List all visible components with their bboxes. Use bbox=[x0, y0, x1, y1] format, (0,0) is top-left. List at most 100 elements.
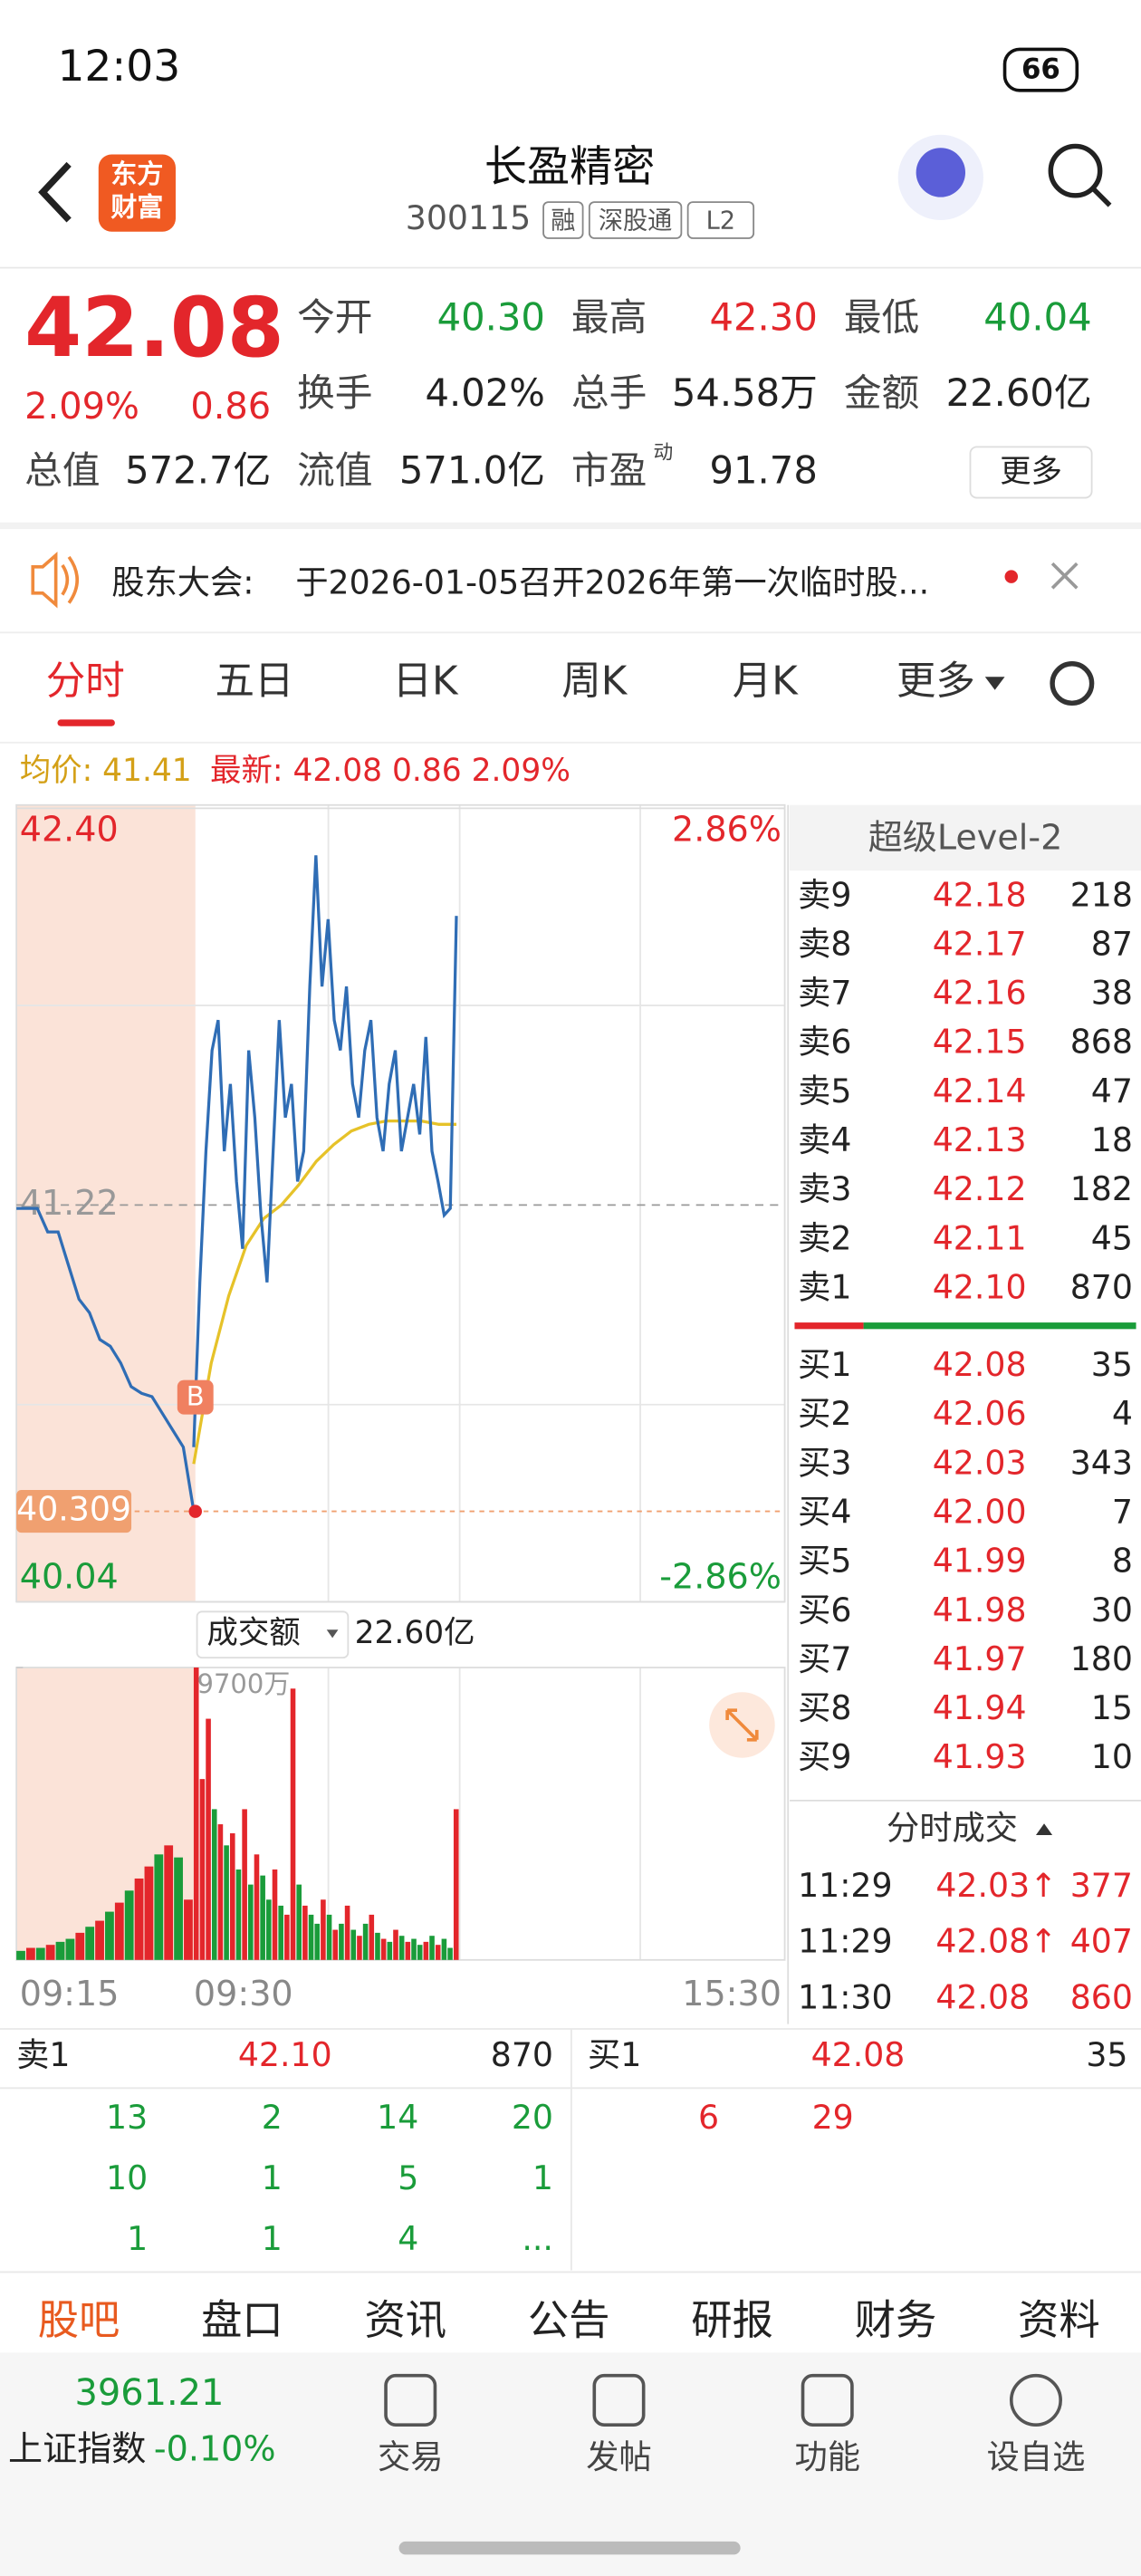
book-label: 买8 bbox=[798, 1688, 851, 1727]
book-price: 42.00 bbox=[933, 1492, 1027, 1531]
book-label: 买7 bbox=[798, 1639, 851, 1678]
back-button[interactable] bbox=[38, 161, 72, 223]
dropdown-arrow bbox=[326, 1629, 339, 1639]
book-label: 买9 bbox=[798, 1737, 851, 1776]
chart-tab[interactable]: 周K bbox=[561, 659, 628, 705]
book-price: 41.99 bbox=[933, 1542, 1027, 1581]
book-label: 买5 bbox=[798, 1542, 851, 1581]
settings-button[interactable] bbox=[1050, 661, 1095, 706]
sub-tab[interactable]: 资讯 bbox=[364, 2296, 446, 2344]
avg-price: 均价: 41.41 bbox=[20, 753, 192, 789]
buy-marker-box bbox=[177, 1379, 214, 1415]
close-button[interactable] bbox=[1050, 562, 1079, 590]
nav-icon[interactable] bbox=[1009, 2373, 1062, 2427]
unread-dot bbox=[1004, 570, 1019, 583]
index-value[interactable]: 3961.21 bbox=[75, 2372, 225, 2414]
book-price: 42.08 bbox=[933, 1345, 1027, 1384]
queue-bid-price: 42.08 bbox=[811, 2035, 906, 2074]
book-qty: 7 bbox=[1112, 1492, 1133, 1531]
y2-tick-label: -2.86% bbox=[659, 1557, 781, 1597]
queue-bid-label: 买1 bbox=[588, 2035, 641, 2074]
book-qty: 18 bbox=[1091, 1120, 1133, 1159]
chart-tab[interactable]: 更多 bbox=[896, 659, 975, 705]
volume-bar bbox=[217, 1824, 224, 1960]
volume-bar bbox=[235, 1869, 242, 1960]
notice-text[interactable]: 于2026-01-05召开2026年第一次临时股... bbox=[295, 563, 929, 602]
field-label: 总手 bbox=[571, 370, 647, 415]
y2-tick-label: 2.86% bbox=[672, 809, 781, 849]
queue-ask-price: 42.10 bbox=[238, 2035, 332, 2074]
sub-tab[interactable]: 股吧 bbox=[38, 2296, 120, 2344]
sub-tab[interactable]: 研报 bbox=[691, 2296, 773, 2344]
book-price: 42.10 bbox=[933, 1267, 1027, 1306]
nav-icon[interactable] bbox=[384, 2373, 437, 2427]
search-button[interactable] bbox=[1048, 143, 1103, 198]
queue-order: 1 bbox=[262, 2158, 283, 2197]
volume-bar bbox=[134, 1878, 144, 1960]
nav-label[interactable]: 功能 bbox=[794, 2437, 859, 2476]
x-tick-label: 09:15 bbox=[20, 1974, 120, 2014]
nav-label[interactable]: 设自选 bbox=[987, 2437, 1086, 2476]
volume-bar bbox=[272, 1869, 278, 1960]
book-qty: 343 bbox=[1070, 1443, 1133, 1482]
y-tick-label: 41.22 bbox=[20, 1183, 119, 1223]
book-price: 41.98 bbox=[933, 1591, 1027, 1629]
speaker-icon bbox=[31, 552, 80, 609]
volume-bar bbox=[174, 1857, 183, 1960]
nav-icon[interactable] bbox=[801, 2373, 854, 2427]
field-label: 总值 bbox=[24, 447, 100, 492]
sub-tab[interactable]: 资料 bbox=[1018, 2296, 1100, 2344]
low-label-box bbox=[16, 1489, 132, 1533]
nav-label[interactable]: 交易 bbox=[378, 2437, 443, 2476]
trade-qty: 860 bbox=[1070, 1977, 1133, 2016]
book-qty: 38 bbox=[1091, 974, 1133, 1013]
volume-bar bbox=[411, 1938, 417, 1960]
book-qty: 8 bbox=[1112, 1542, 1133, 1581]
field-label: 今开 bbox=[297, 295, 372, 340]
volume-bar bbox=[435, 1945, 441, 1960]
volume-bar bbox=[290, 1688, 296, 1960]
battery-icon bbox=[1002, 47, 1079, 92]
logo-text: 财富 bbox=[110, 191, 163, 222]
bottom-bar bbox=[0, 2352, 1141, 2576]
avg-price-line bbox=[192, 1119, 456, 1465]
book-label: 卖4 bbox=[798, 1120, 851, 1159]
index-change: -0.10% bbox=[154, 2429, 276, 2469]
logo[interactable] bbox=[98, 154, 176, 232]
sub-tab[interactable]: 财务 bbox=[855, 2296, 937, 2344]
sub-tab[interactable]: 公告 bbox=[528, 2296, 610, 2344]
battery-level: 66 bbox=[1021, 53, 1060, 85]
chart-tab[interactable]: 五日 bbox=[215, 659, 293, 705]
trade-price: 42.08↑ bbox=[935, 1922, 1057, 1961]
chart-tab[interactable]: 分时 bbox=[46, 659, 125, 705]
trades-title[interactable]: 分时成交 bbox=[887, 1809, 1018, 1848]
chart-tab[interactable]: 日K bbox=[393, 659, 459, 705]
sub-tab[interactable]: 盘口 bbox=[201, 2296, 283, 2344]
queue-order: 1 bbox=[532, 2158, 553, 2197]
volume-bar bbox=[248, 1884, 254, 1960]
volume-bar bbox=[114, 1902, 124, 1960]
tab-more-arrow bbox=[984, 677, 1005, 690]
volume-bar bbox=[308, 1914, 314, 1960]
queue-ask-label: 卖1 bbox=[16, 2035, 70, 2074]
volume-bar bbox=[164, 1845, 174, 1960]
latest-info: 最新: 42.08 0.86 2.09% bbox=[210, 753, 570, 789]
volume-bar bbox=[362, 1923, 369, 1960]
book-price: 42.12 bbox=[933, 1169, 1027, 1208]
chart-tab[interactable]: 月K bbox=[733, 659, 799, 705]
tag: L2 bbox=[706, 207, 735, 235]
book-qty: 218 bbox=[1070, 875, 1133, 914]
volume-bar bbox=[453, 1809, 459, 1960]
metric-dropdown[interactable] bbox=[196, 1610, 350, 1659]
more-button[interactable] bbox=[969, 446, 1093, 499]
stock-name: 长盈精密 bbox=[484, 142, 655, 192]
nav-label[interactable]: 发帖 bbox=[586, 2437, 651, 2476]
logo-text: 东方 bbox=[110, 159, 163, 189]
field-label: 金额 bbox=[844, 370, 919, 415]
nav-icon[interactable] bbox=[592, 2373, 646, 2427]
volume-bar bbox=[405, 1941, 411, 1960]
book-qty: 10 bbox=[1091, 1737, 1133, 1776]
auction-shade bbox=[16, 804, 196, 1602]
queue-order: 14 bbox=[377, 2098, 418, 2137]
y-tick-label: 42.40 bbox=[20, 809, 119, 849]
